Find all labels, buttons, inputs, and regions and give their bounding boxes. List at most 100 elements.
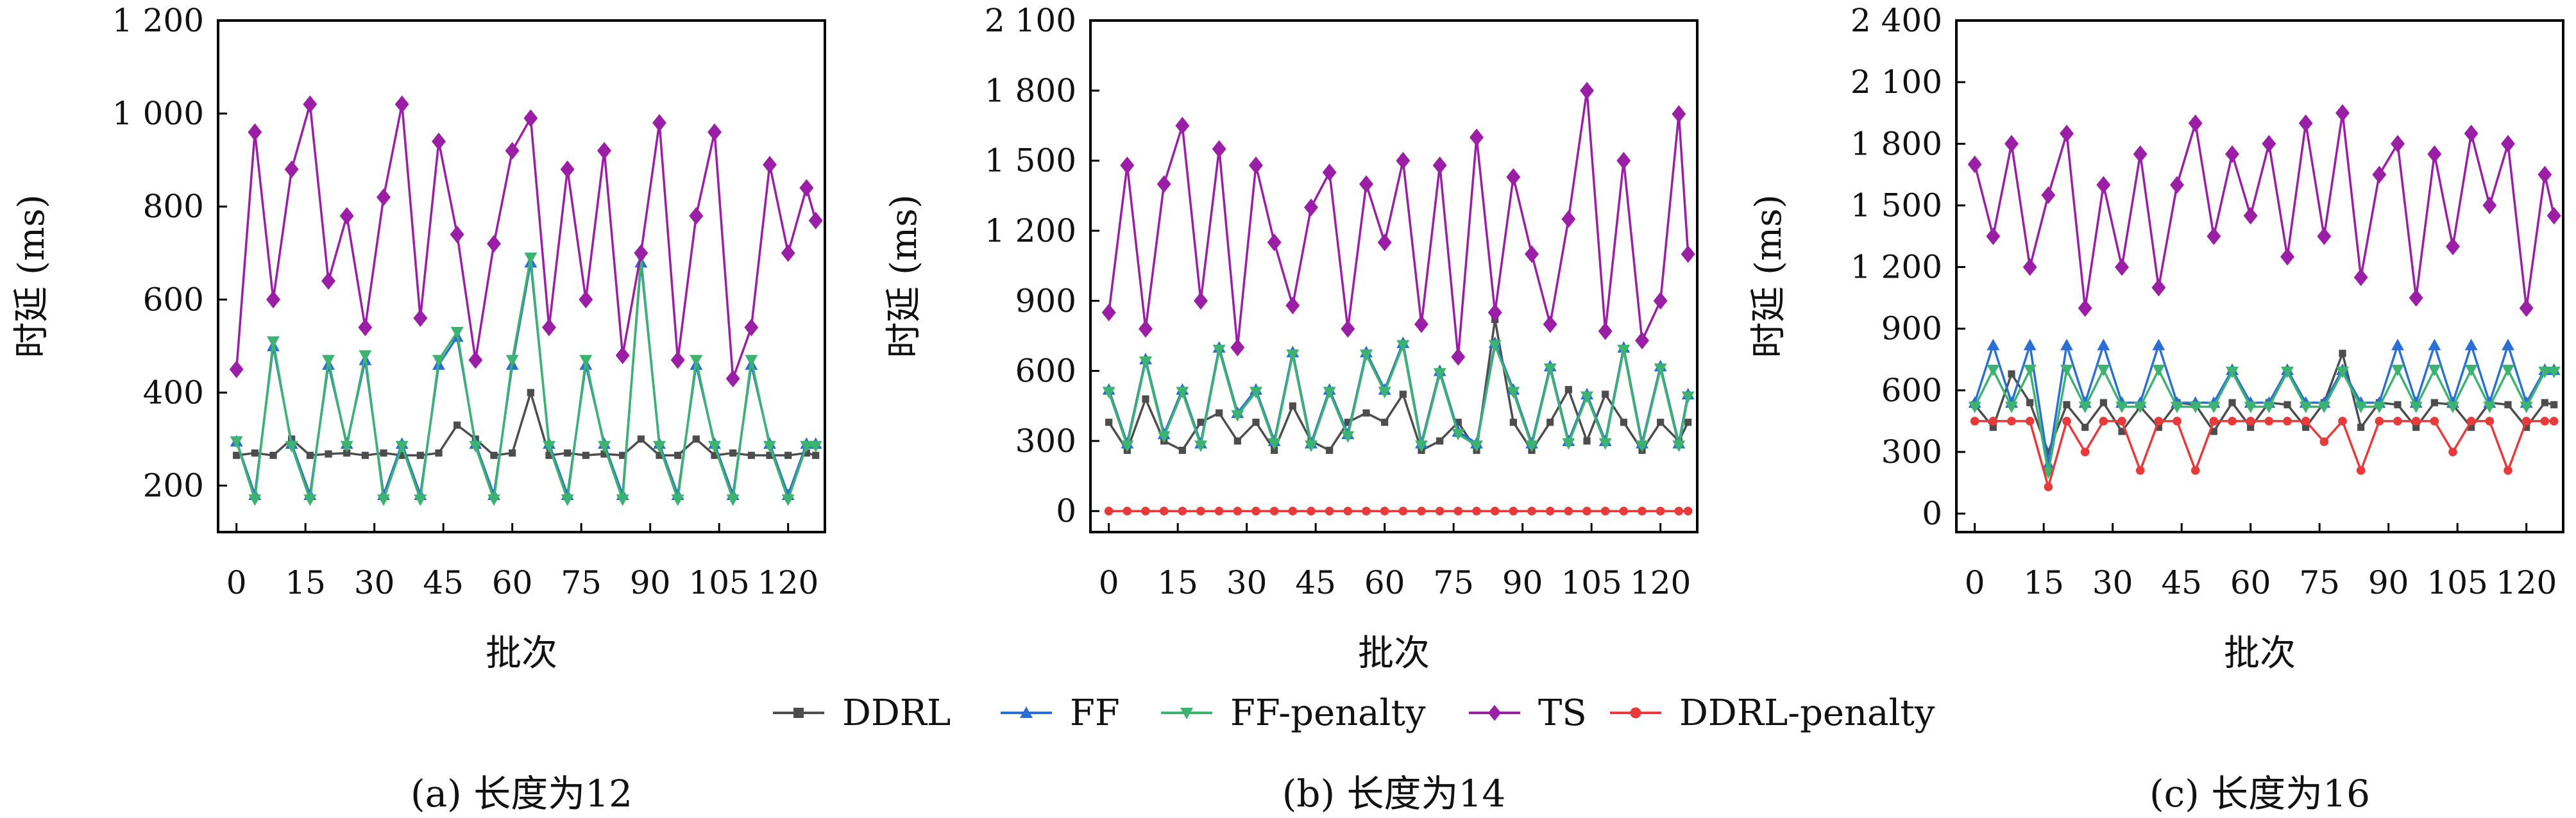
data-point: [2099, 417, 2108, 426]
data-point: [325, 450, 332, 458]
data-point: [561, 494, 574, 506]
data-point: [1139, 356, 1152, 368]
data-point: [2135, 466, 2145, 475]
data-point: [2078, 299, 2092, 317]
data-point: [2538, 367, 2552, 379]
x-tick-label: 30: [2092, 564, 2133, 601]
data-point: [2464, 338, 2478, 351]
data-point: [1415, 440, 1428, 453]
data-point: [745, 355, 758, 367]
data-point: [2207, 401, 2221, 413]
data-point: [598, 440, 611, 453]
chart-panel-2: 0 300 600 900 1 200 1 500 1 800 2 100 0 15 30 45 60 7…: [883, 2, 1699, 815]
plot-frame: [1955, 19, 2564, 533]
data-point: [432, 132, 446, 151]
data-point: [1104, 506, 1114, 516]
data-point: [230, 436, 243, 448]
data-point: [1377, 233, 1392, 251]
data-point: [2171, 401, 2183, 413]
data-point: [2063, 401, 2071, 408]
series-line: [1108, 344, 1690, 447]
data-point: [1362, 409, 1370, 417]
series-line: [235, 103, 817, 380]
x-tick-label: 45: [1295, 564, 1336, 601]
data-point: [616, 494, 629, 506]
data-point: [1139, 320, 1153, 338]
y-tick-label: 1 200: [112, 2, 204, 39]
data-point: [285, 440, 298, 453]
data-point: [579, 355, 593, 367]
data-point: [269, 451, 277, 459]
y-tick-label: 2 100: [1851, 63, 1942, 101]
data-point: [784, 451, 792, 459]
data-point: [582, 451, 589, 459]
data-point: [1120, 156, 1135, 174]
data-point: [2393, 417, 2402, 426]
data-point: [416, 451, 424, 459]
legend-marker: [1488, 705, 1501, 721]
data-point: [2464, 364, 2478, 376]
data-point: [306, 451, 314, 459]
data-point: [545, 451, 553, 459]
data-point: [2541, 399, 2548, 406]
data-point: [1487, 303, 1502, 322]
data-point: [2412, 423, 2420, 431]
data-point: [1396, 340, 1410, 352]
data-point: [2226, 367, 2239, 379]
data-point: [1250, 387, 1262, 399]
series-ts: [1101, 81, 1695, 366]
chart-panel-1: 200 400 600 800 1 000 1 200 0 15 30 45 60 75 90 105 12…: [11, 2, 826, 815]
data-point: [2097, 364, 2110, 376]
data-point: [2228, 417, 2237, 426]
data-point: [2336, 367, 2349, 379]
data-point: [1398, 506, 1408, 516]
data-point: [1987, 364, 2000, 376]
x-tick-label: 60: [1364, 564, 1405, 601]
data-point: [340, 440, 353, 453]
data-point: [2173, 417, 2182, 426]
data-point: [2391, 135, 2405, 153]
data-point: [711, 451, 718, 459]
data-point: [1233, 506, 1242, 516]
data-point: [542, 319, 556, 337]
data-point: [1970, 417, 1979, 426]
data-point: [1323, 387, 1336, 399]
y-tick-label: 600: [1881, 372, 1942, 409]
data-point: [1289, 402, 1296, 410]
data-point: [1638, 506, 1647, 516]
legend-item-ddrl-penalty: DDRL-penalty: [1610, 692, 1935, 734]
data-point: [1197, 419, 1205, 426]
data-point: [689, 206, 704, 225]
data-point: [2540, 417, 2550, 426]
panel-caption: (c) 长度为16: [2149, 772, 2370, 815]
data-point: [2504, 466, 2512, 475]
data-point: [1968, 401, 1981, 413]
data-point: [248, 123, 262, 141]
data-point: [2078, 401, 2092, 413]
data-point: [1157, 431, 1171, 443]
y-tick-label: 900: [1881, 310, 1942, 347]
data-point: [1159, 506, 1169, 516]
data-point: [2502, 338, 2514, 351]
legend-label: FF: [1070, 692, 1120, 734]
data-point: [2520, 401, 2533, 413]
x-axis-title: 批次: [2224, 633, 2296, 674]
x-tick-label: 15: [1157, 564, 1198, 601]
data-point: [1194, 292, 1208, 310]
data-point: [1178, 506, 1187, 516]
data-point: [2546, 206, 2561, 225]
data-point: [1636, 440, 1648, 453]
data-point: [1598, 438, 1612, 450]
data-point: [2060, 338, 2073, 351]
x-tick-label: 90: [1502, 564, 1543, 601]
data-point: [2428, 338, 2441, 351]
data-point: [505, 355, 519, 367]
data-point: [2209, 417, 2219, 426]
data-point: [781, 494, 795, 506]
legend-label: DDRL-penalty: [1679, 692, 1935, 734]
data-point: [1657, 419, 1665, 426]
data-point: [2133, 401, 2147, 413]
data-point: [2464, 124, 2479, 143]
data-point: [343, 449, 351, 457]
